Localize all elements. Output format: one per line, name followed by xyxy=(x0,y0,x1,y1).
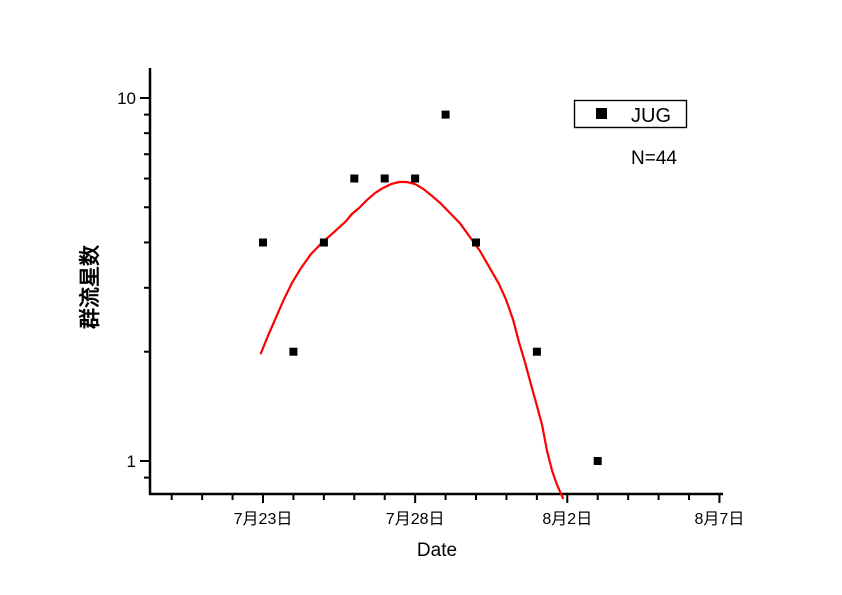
fit-curve xyxy=(259,180,565,500)
sample-size-annotation: N=44 xyxy=(631,148,677,169)
x-axis-tick-labels: 7月23日 7月28日 8月2日 8月7日 xyxy=(234,511,745,528)
data-point-marker xyxy=(350,174,359,183)
y-axis-tick-labels: 1 10 xyxy=(117,89,136,471)
x-axis-title: Date xyxy=(417,540,457,561)
y-tick-label: 10 xyxy=(117,89,136,108)
data-point-marker xyxy=(472,238,480,247)
data-point-marker xyxy=(289,347,298,356)
x-axis-major-ticks xyxy=(262,494,721,503)
legend-series-label: JUG xyxy=(631,105,671,127)
data-point-marker xyxy=(532,347,541,356)
data-point-marker xyxy=(441,110,450,119)
y-tick-label: 1 xyxy=(127,452,136,471)
data-point-marker xyxy=(380,174,389,183)
y-axis-title: 群流星数 xyxy=(78,244,102,329)
x-tick-label: 7月23日 xyxy=(234,511,293,528)
y-axis-major-ticks xyxy=(140,97,150,462)
data-point-marker xyxy=(411,174,420,183)
data-point-marker xyxy=(593,457,602,465)
x-tick-label: 7月28日 xyxy=(386,511,445,528)
legend-box xyxy=(573,99,688,129)
data-point-marker xyxy=(319,238,328,247)
data-points xyxy=(259,110,602,465)
x-tick-label: 8月7日 xyxy=(695,511,745,528)
x-tick-label: 8月2日 xyxy=(542,511,592,528)
data-point-marker xyxy=(259,238,267,247)
legend-series-marker-icon xyxy=(596,108,607,119)
